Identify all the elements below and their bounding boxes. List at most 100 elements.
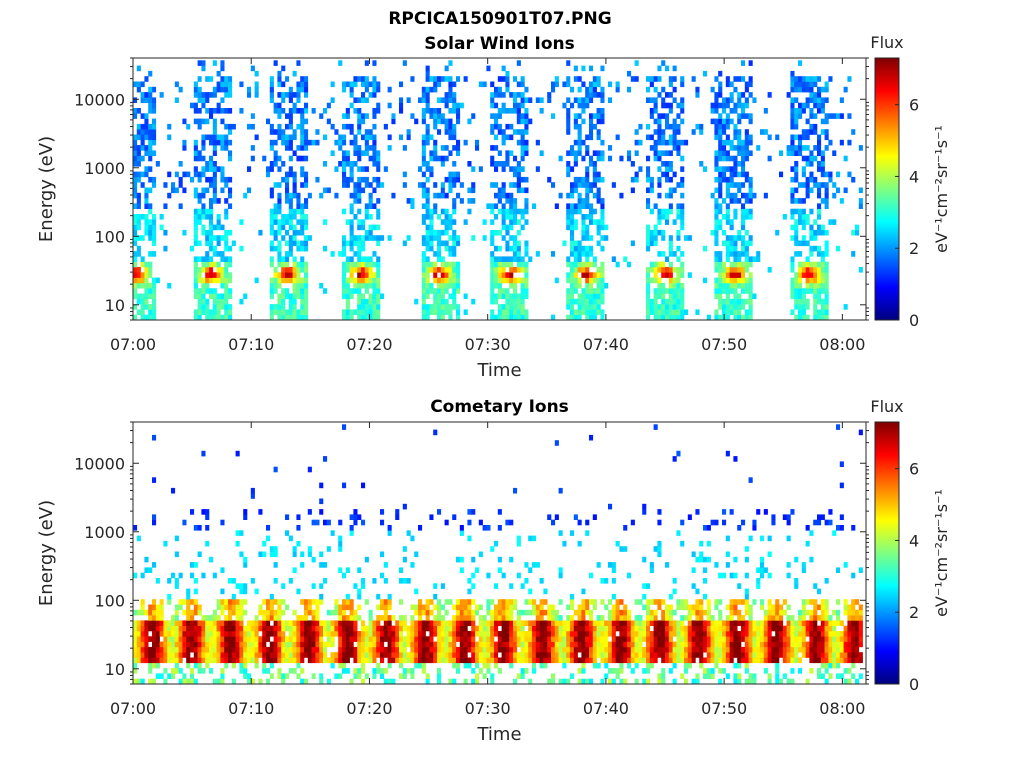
flux-cell (630, 646, 635, 653)
flux-cell (661, 129, 666, 135)
flux-cell (292, 272, 297, 278)
flux-cell (577, 631, 582, 637)
flux-cell (319, 509, 324, 515)
flux-cell (722, 198, 727, 204)
flux-cell (824, 251, 829, 257)
flux-cell (440, 161, 445, 167)
flux-cell (197, 609, 202, 616)
flux-cell (729, 166, 734, 172)
flux-cell (304, 652, 309, 658)
flux-cell (345, 113, 350, 119)
flux-cell (136, 620, 141, 626)
flux-cell (589, 86, 594, 93)
flux-cell (342, 309, 347, 315)
flux-cell (201, 267, 206, 273)
flux-cell (380, 625, 385, 632)
flux-cell (387, 530, 392, 536)
flux-cell (741, 261, 746, 268)
flux-cell (197, 92, 202, 98)
flux-cell (163, 625, 168, 632)
flux-cell (718, 277, 723, 284)
flux-cell (585, 224, 590, 231)
flux-cell (744, 251, 749, 257)
flux-cell (266, 620, 271, 626)
flux-cell (516, 118, 521, 125)
flux-cell (668, 277, 673, 284)
flux-cell (155, 277, 160, 284)
flux-cell (372, 161, 377, 167)
flux-cell (201, 277, 206, 284)
flux-cell (300, 309, 305, 315)
flux-cell (596, 293, 601, 300)
flux-cell (239, 599, 244, 605)
flux-cell (516, 176, 521, 183)
flux-cell (456, 620, 461, 626)
flux-cell (573, 646, 578, 653)
flux-cell (482, 235, 487, 241)
flux-cell (288, 636, 293, 642)
flux-cell (349, 235, 354, 241)
flux-cell (380, 646, 385, 653)
flux-cell (554, 76, 559, 82)
flux-cell (494, 113, 499, 119)
flux-cell (300, 620, 305, 626)
flux-cell (437, 129, 442, 135)
flux-cell (342, 123, 347, 130)
flux-cell (589, 219, 594, 225)
flux-cell (338, 546, 343, 552)
flux-cell (152, 102, 157, 109)
flux-cell (342, 155, 347, 162)
flux-cell (646, 609, 651, 616)
flux-cell (630, 161, 635, 167)
flux-cell (566, 657, 571, 664)
flux-cell (570, 604, 575, 611)
flux-cell (437, 288, 442, 294)
flux-cell (349, 192, 354, 199)
flux-cell (368, 134, 373, 141)
flux-cell (133, 631, 138, 637)
flux-cell (212, 118, 217, 125)
flux-cell (634, 599, 639, 605)
flux-cell (619, 620, 624, 626)
flux-cell (429, 304, 434, 310)
flux-cell (220, 641, 225, 648)
flux-cell (532, 604, 537, 611)
flux-cell (653, 309, 658, 315)
flux-cell (254, 636, 259, 642)
flux-cell (440, 261, 445, 268)
flux-cell (319, 678, 324, 685)
flux-cell (440, 288, 445, 294)
flux-cell (744, 282, 749, 289)
flux-cell (767, 92, 772, 98)
flux-cell (494, 609, 499, 616)
flux-cell (634, 678, 639, 685)
flux-cell (547, 604, 552, 611)
flux-cell (148, 646, 153, 653)
flux-cell (425, 76, 430, 82)
flux-cell (585, 304, 590, 310)
flux-cell (566, 625, 571, 632)
flux-cell (592, 123, 597, 130)
flux-cell (212, 251, 217, 257)
flux-cell (281, 583, 286, 589)
flux-cell (216, 139, 221, 146)
flux-cell (668, 187, 673, 194)
flux-cell (144, 203, 149, 209)
flux-cell (752, 97, 757, 103)
flux-cell (505, 314, 510, 321)
flux-cell (448, 187, 453, 194)
flux-cell (231, 620, 236, 626)
flux-cell (653, 97, 658, 103)
flux-cell (326, 546, 331, 552)
flux-cell (250, 487, 255, 494)
flux-cell (231, 657, 236, 664)
flux-cell (630, 76, 635, 82)
flux-cell (269, 625, 274, 632)
flux-cell (364, 86, 369, 93)
flux-cell (718, 314, 723, 321)
flux-cell (646, 171, 651, 178)
flux-cell (653, 203, 658, 209)
flux-cell (197, 108, 202, 114)
flux-cell (824, 182, 829, 188)
flux-cell (133, 97, 138, 103)
